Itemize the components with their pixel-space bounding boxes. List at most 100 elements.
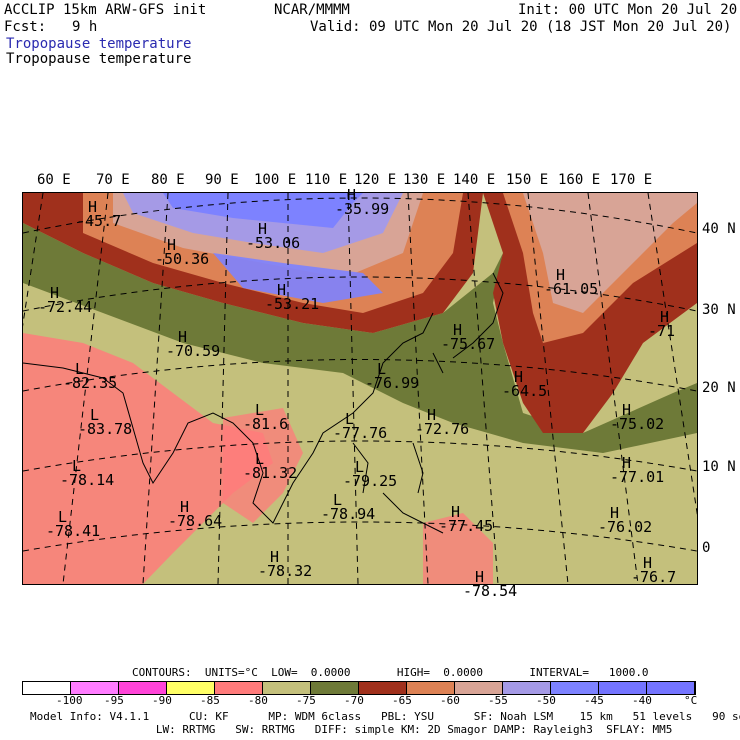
colorbar-tick-label: -85 — [200, 694, 220, 707]
low-value: -77.76 — [333, 424, 388, 442]
high-value: -71 — [648, 322, 676, 340]
colorbar-swatch — [407, 682, 455, 694]
low-marker: L — [255, 401, 265, 419]
high-value: -76.02 — [598, 518, 653, 536]
high-value: -77.45 — [439, 517, 494, 535]
high-value: -50.36 — [155, 250, 210, 268]
low-value: -83.78 — [78, 420, 133, 438]
high-value: -72.44 — [38, 298, 93, 316]
longitude-label: 110 E — [305, 172, 348, 188]
high-marker: H — [453, 321, 463, 339]
high-value: -53.21 — [265, 295, 320, 313]
high-marker: H — [622, 454, 632, 472]
colorbar-swatch — [359, 682, 407, 694]
high-marker: H — [88, 198, 98, 216]
colorbar-tick-label: -40 — [632, 694, 652, 707]
longitude-label: 120 E — [354, 172, 397, 188]
high-marker: H — [270, 548, 280, 566]
high-value: -35.99 — [335, 200, 390, 218]
init-time: Init: 00 UTC Mon 20 Jul 20 — [518, 2, 738, 18]
high-marker: H — [277, 281, 287, 299]
colorbar-swatch — [455, 682, 503, 694]
colorbar-swatch — [311, 682, 359, 694]
high-value: -61.05 — [544, 280, 599, 298]
colorbar-swatch — [599, 682, 647, 694]
high-value: -72.76 — [415, 420, 470, 438]
low-marker: L — [90, 406, 100, 424]
cold-region-indochina — [223, 408, 303, 523]
high-marker: H — [167, 236, 177, 254]
low-value: -79.25 — [343, 472, 398, 490]
low-marker: L — [75, 360, 85, 378]
high-marker: H — [178, 328, 188, 346]
low-value: -78.14 — [60, 471, 115, 489]
forecast-hour: 9 h — [72, 19, 98, 35]
low-marker: L — [255, 450, 265, 468]
longitude-label: 160 E — [558, 172, 601, 188]
mauve-region-east — [523, 193, 697, 313]
colorbar-tick-label: -90 — [152, 694, 172, 707]
latitude-label: 40 N — [702, 221, 736, 237]
colorbar — [22, 681, 696, 695]
longitude-label: 150 E — [506, 172, 549, 188]
low-marker: L — [58, 508, 68, 526]
low-value: -76.99 — [365, 374, 420, 392]
cold-region-west — [23, 333, 273, 584]
high-value: -78.54 — [463, 582, 518, 600]
colorbar-swatch — [71, 682, 119, 694]
longitude-label: 70 E — [96, 172, 130, 188]
model-title: ACCLIP 15km ARW-GFS init — [4, 2, 207, 18]
longitude-label: 60 E — [37, 172, 71, 188]
colorbar-tick-label: -55 — [488, 694, 508, 707]
low-value: -81.32 — [243, 464, 298, 482]
high-value: -77.01 — [610, 468, 665, 486]
high-value: -78.32 — [258, 562, 313, 580]
field-title-shaded: Tropopause temperature — [6, 36, 192, 52]
high-marker: H — [50, 284, 60, 302]
low-marker: L — [355, 458, 365, 476]
tropopause-temperature-map — [23, 193, 697, 584]
colorbar-swatch — [551, 682, 599, 694]
low-value: -82.35 — [63, 374, 118, 392]
latitude-label: 30 N — [702, 302, 736, 318]
low-marker: L — [345, 410, 355, 428]
high-value: -78.64 — [168, 512, 223, 530]
high-value: -53.06 — [246, 234, 301, 252]
field-title-contour: Tropopause temperature — [6, 51, 192, 67]
colorbar-swatch — [167, 682, 215, 694]
olive-band — [23, 223, 697, 453]
model-info-line1: Model Info: V4.1.1 CU: KF MP: WDM 6class… — [30, 710, 740, 723]
colorbar-tick-label: -100 — [56, 694, 83, 707]
colorbar-swatch — [503, 682, 551, 694]
high-marker: H — [180, 498, 190, 516]
low-marker: L — [333, 491, 343, 509]
longitude-label: 170 E — [610, 172, 653, 188]
organization-label: NCAR/MMMM — [274, 2, 350, 18]
high-value: -64.5 — [502, 382, 548, 400]
colorbar-tick-label: -80 — [248, 694, 268, 707]
longitude-label: 80 E — [151, 172, 185, 188]
colorbar-tick-label: -50 — [536, 694, 556, 707]
colorbar-tick-label: -95 — [104, 694, 124, 707]
high-value: -70.59 — [166, 342, 221, 360]
colorbar-tick-label: -60 — [440, 694, 460, 707]
colorbar-swatch — [647, 682, 695, 694]
high-value: -75.02 — [610, 415, 665, 433]
latitude-label: 20 N — [702, 380, 736, 396]
high-value: -76.7 — [631, 568, 677, 586]
map-panel — [22, 192, 698, 585]
contours-info: CONTOURS: UNITS=°C LOW= 0.0000 HIGH= 0.0… — [132, 666, 649, 679]
high-marker: H — [258, 220, 268, 238]
colorbar-tick-label: -45 — [584, 694, 604, 707]
longitude-label: 90 E — [205, 172, 239, 188]
high-marker: H — [660, 308, 670, 326]
colorbar-swatch — [23, 682, 71, 694]
high-value: -75.67 — [441, 335, 496, 353]
longitude-label: 130 E — [403, 172, 446, 188]
low-marker: L — [72, 457, 82, 475]
forecast-label: Fcst: — [4, 19, 47, 35]
coastlines — [23, 272, 504, 534]
high-marker: H — [475, 568, 485, 586]
high-marker: H — [514, 368, 524, 386]
colorbar-tick-label: °C — [684, 694, 698, 707]
